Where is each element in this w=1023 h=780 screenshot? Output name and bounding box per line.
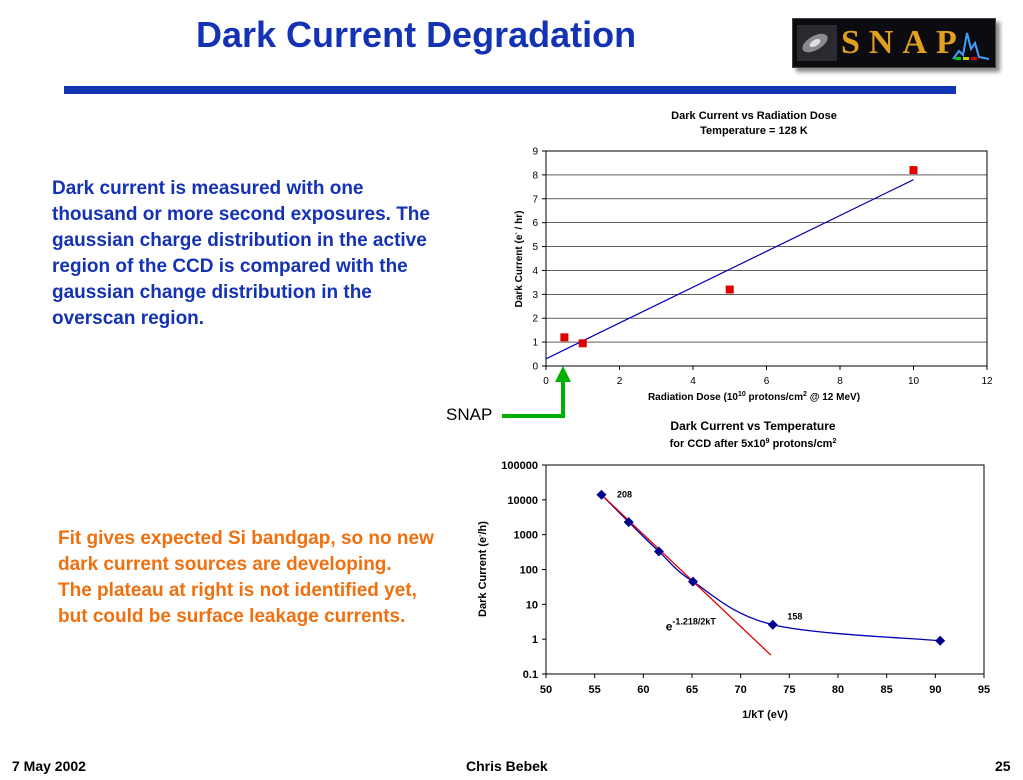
dose-data-point (725, 285, 734, 294)
temperature-x-tick-label: 85 (881, 684, 893, 696)
temperature-y-tick-label: 1 (532, 634, 538, 646)
dose-x-tick-label: 12 (981, 376, 993, 387)
temperature-x-axis-label: 1/kT (eV) (742, 709, 788, 721)
temperature-y-tick-label: 10 (526, 599, 538, 611)
dose-chart-subtitle: Temperature = 128 K (700, 125, 808, 137)
fit-conclusion-line-1: Fit gives expected Si bandgap, so no new… (58, 528, 434, 575)
temperature-chart-title: Dark Current vs Temperature (670, 419, 835, 433)
logo-text: SNAP (841, 24, 966, 61)
snap-logo: SNAP (792, 18, 996, 68)
dose-chart-title: Dark Current vs Radiation Dose (671, 110, 837, 122)
dose-x-axis-label: Radiation Dose (1010 protons/cm2 @ 12 Me… (648, 391, 860, 403)
dose-x-tick-label: 0 (543, 376, 549, 387)
dose-y-tick-label: 1 (532, 338, 538, 349)
point-annotation: 208 (617, 490, 632, 500)
dose-data-point (909, 166, 918, 175)
temperature-y-tick-label: 10000 (507, 495, 538, 507)
temperature-data-point (596, 489, 607, 500)
temperature-x-tick-label: 55 (589, 684, 601, 696)
temperature-y-axis-label: Dark Current (e-/h) (477, 521, 489, 617)
dose-y-tick-label: 5 (532, 242, 538, 253)
dose-fit-line (545, 179, 914, 360)
dose-x-tick-label: 8 (837, 376, 843, 387)
title-divider (64, 86, 956, 94)
dose-y-axis-label: Dark Current (e- / hr) (513, 211, 525, 308)
snap-arrow-label: SNAP (446, 405, 493, 424)
dose-data-point (578, 339, 587, 348)
temperature-y-tick-label: 0.1 (523, 669, 538, 681)
temperature-x-tick-label: 70 (735, 684, 747, 696)
dose-chart: Dark Current vs Radiation Dose Temperatu… (513, 110, 993, 403)
dose-y-tick-label: 0 (532, 362, 538, 373)
temperature-x-tick-label: 50 (540, 684, 552, 696)
temperature-data-point (623, 517, 634, 528)
temperature-chart-subtitle: for CCD after 5x109 protons/cm2 (670, 438, 837, 450)
temperature-y-tick-label: 1000 (514, 530, 538, 542)
temperature-chart: Dark Current vs Temperature for CCD afte… (477, 419, 990, 721)
measurement-description: Dark current is measured with one thousa… (52, 178, 430, 329)
fit-conclusion: Fit gives expected Si bandgap, so no new… (58, 526, 438, 630)
temperature-data-point (687, 576, 698, 587)
temperature-y-tick-label: 100 (520, 565, 538, 577)
temperature-x-tick-label: 80 (832, 684, 844, 696)
dose-y-tick-label: 2 (532, 314, 538, 325)
dose-y-tick-label: 7 (532, 194, 538, 205)
dose-plot-area (545, 150, 988, 367)
temperature-data-point (767, 619, 778, 630)
fit-conclusion-line-2: The plateau at right is not identified y… (58, 580, 417, 627)
temperature-y-tick-label: 100000 (501, 460, 538, 472)
dose-y-tick-label: 6 (532, 218, 538, 229)
temperature-plot-area (545, 464, 985, 675)
dose-x-tick-label: 10 (908, 376, 920, 387)
page-title: Dark Current Degradation (196, 14, 637, 55)
point-annotation: 158 (787, 611, 802, 621)
footer-author: Chris Bebek (466, 758, 548, 774)
fit-equation-label: e-1.218/2kT (666, 616, 717, 633)
footer-page-number: 25 (995, 758, 1011, 774)
temperature-x-tick-label: 95 (978, 684, 990, 696)
dose-y-tick-label: 8 (532, 170, 538, 181)
temperature-data-point (935, 635, 946, 646)
dose-x-tick-label: 4 (690, 376, 696, 387)
temperature-x-tick-label: 60 (637, 684, 649, 696)
dose-x-tick-label: 2 (617, 376, 623, 387)
dose-data-point (560, 333, 569, 342)
footer-date: 7 May 2002 (12, 758, 86, 774)
temperature-x-tick-label: 65 (686, 684, 698, 696)
dose-y-tick-label: 9 (532, 147, 538, 158)
temperature-x-tick-label: 90 (929, 684, 941, 696)
temperature-x-tick-label: 75 (783, 684, 795, 696)
dose-y-tick-label: 3 (532, 290, 538, 301)
dose-y-tick-label: 4 (532, 266, 538, 277)
temperature-data-point (653, 546, 664, 557)
logo-graphic (797, 25, 990, 61)
dose-x-tick-label: 6 (764, 376, 770, 387)
